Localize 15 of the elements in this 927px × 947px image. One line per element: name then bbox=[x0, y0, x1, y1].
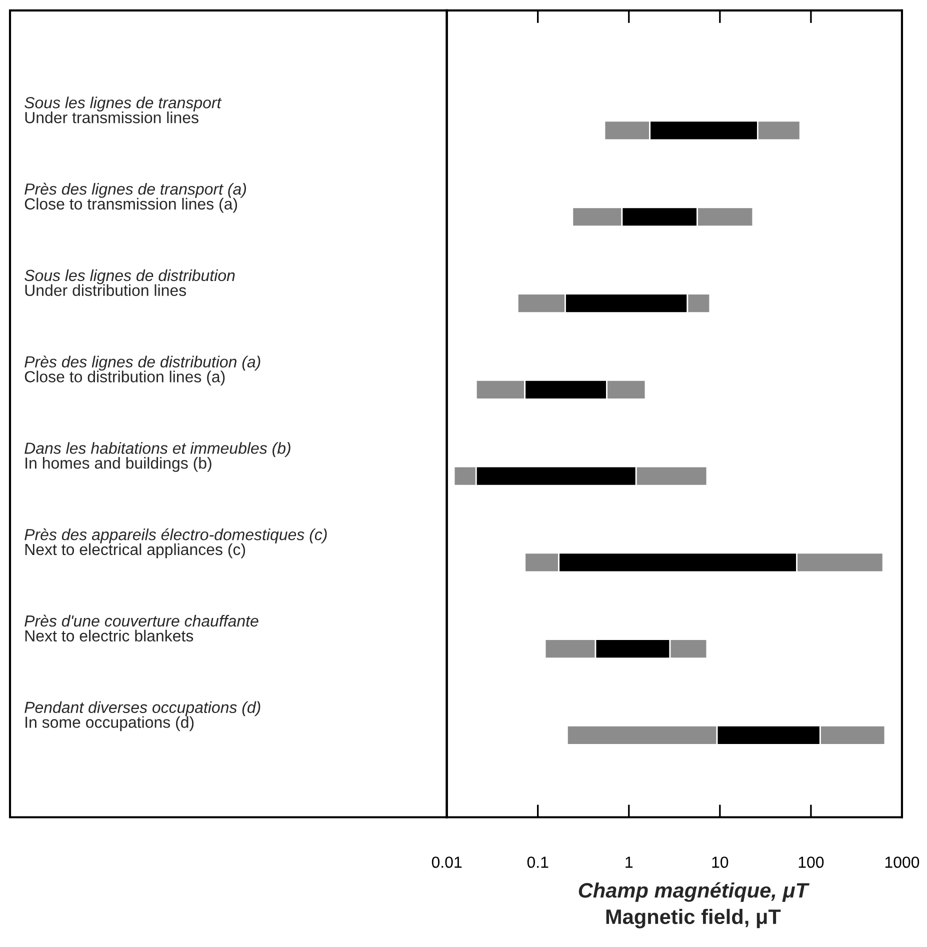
x-tick-label: 0.01 bbox=[432, 856, 462, 868]
y-tick-label: Dans les habitations et immeubles (b) In homes and buildings (b) bbox=[24, 442, 290, 472]
y-tick-label: Près d'une couverture chauffante Next to electric blankets bbox=[24, 614, 258, 642]
y-tick-label: Pendant diverses occupations (d) In some occupations (d) bbox=[24, 701, 260, 732]
x-tick-label: 1 bbox=[626, 856, 633, 868]
y-tick-label: Près des lignes de transport (a) Close to transmission lines (a) bbox=[24, 182, 246, 213]
x-tick-label: 0.1 bbox=[527, 856, 548, 868]
y-tick-label: Près des appareils électro-domestiques (c) Next to electrical appliances (c) bbox=[24, 528, 327, 558]
x-tick-label: 10 bbox=[712, 856, 728, 868]
x-tick-label: 1000 bbox=[885, 856, 920, 868]
y-tick-label: Près des lignes de distribution (a) Close to distribution lines (a) bbox=[24, 356, 260, 386]
x-tick-label: 100 bbox=[798, 856, 824, 868]
y-tick-label: Sous les lignes de distribution Under distribution lines bbox=[24, 269, 235, 296]
x-axis-title: Champ magnétique, μT Magnetic field, μT bbox=[578, 882, 810, 928]
y-tick-label: Sous les lignes de transport Under transmission lines bbox=[24, 96, 222, 124]
